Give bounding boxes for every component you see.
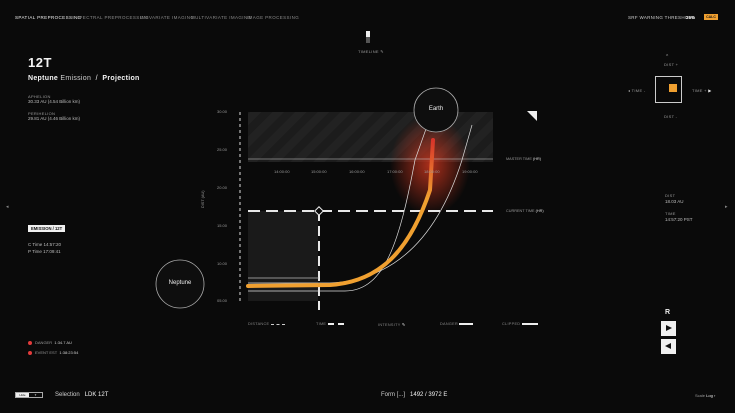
perihelion-label: Perihelion	[28, 111, 56, 116]
y-tick: 30.00	[217, 109, 228, 114]
legend-distance[interactable]: Distance	[248, 322, 285, 326]
time-label: Time	[665, 211, 676, 216]
c-time: C Time 14:57:20	[28, 242, 62, 247]
x-tick: 16:00:00	[349, 169, 365, 174]
navigator-indicator[interactable]	[669, 84, 677, 92]
legend-intensity[interactable]: Intensity ✎	[378, 323, 406, 327]
y-tick: 20.00	[217, 185, 228, 190]
play-small-icon: ▶	[708, 88, 712, 93]
danger-dot-icon	[28, 340, 32, 345]
legend-clipped[interactable]: Clipped	[502, 322, 538, 326]
x-tick: 19:00:00	[462, 169, 478, 174]
aphelion-value: 30.33 AU (4.54 Billion km)	[28, 99, 81, 104]
edit-icon[interactable]: ✎	[380, 49, 384, 54]
event-alert: Event Est 1:38:23:54	[28, 350, 78, 355]
page-code: 12T	[28, 55, 52, 70]
y-tick: 05.00	[217, 298, 228, 303]
time-minus-label[interactable]: ◂ Time -	[628, 88, 646, 93]
neptune-label: Neptune	[168, 280, 192, 286]
y-tick: 25.00	[217, 147, 228, 152]
timeline-toggle[interactable]	[366, 31, 370, 43]
warning-threshold-label: SRF Warning Threshold	[628, 15, 696, 20]
x-tick: 15:00:00	[311, 169, 327, 174]
time-plus-label[interactable]: Time + ▶	[692, 88, 712, 93]
master-time-label: Master Time (hr)	[506, 157, 541, 161]
toggle-left-option[interactable]: Hide	[16, 393, 29, 397]
reverse-button[interactable]	[661, 339, 676, 354]
toggle-right-option[interactable]: ▾	[34, 393, 37, 397]
x-tick: 18:00:00	[424, 169, 440, 174]
cursor-marker[interactable]	[314, 206, 324, 216]
x-tick: 14:00:00	[274, 169, 290, 174]
y-axis-label: Dist (AU)	[201, 190, 205, 208]
dist-minus-label[interactable]: Dist -	[664, 114, 678, 119]
r-label: R	[665, 309, 671, 316]
chevron-left-small-icon: ◂	[628, 88, 631, 93]
legend-danger[interactable]: Danger	[440, 322, 474, 326]
warning-badge[interactable]: CALC	[704, 14, 718, 20]
y-tick: 10.00	[217, 261, 228, 266]
play-button[interactable]	[661, 321, 676, 336]
current-time-label: Current Time (hr)	[506, 209, 544, 213]
chevron-right-tiny-icon: ›	[713, 393, 716, 398]
x-tick: 17:00:00	[387, 169, 403, 174]
form-readout: Form [...] 1492 / 3972 E	[381, 392, 448, 398]
earth-node[interactable]	[413, 87, 459, 133]
navigator-box[interactable]	[655, 76, 682, 103]
chevron-right-icon[interactable]: ▸	[725, 204, 728, 210]
aphelion-label: Aphelion	[28, 94, 51, 99]
event-dot-icon	[28, 350, 32, 355]
intensity-icon: ✎	[401, 323, 406, 327]
chevron-left-icon[interactable]: ◂	[6, 204, 9, 210]
emission-badge[interactable]: Emission / 12T	[28, 225, 66, 232]
timeline-label: Timeline ✎	[358, 49, 384, 54]
chevron-up-icon[interactable]: ⌃	[665, 54, 670, 60]
scale-selector[interactable]: Scale Log ›	[695, 393, 716, 398]
nav-image-processing[interactable]: Image Processing	[247, 15, 300, 20]
y-tick: 15.00	[217, 223, 228, 228]
time-value: 14:57:20 PST	[665, 217, 693, 222]
nav-spectral-preprocessing[interactable]: Spectral Preprocessing	[76, 15, 149, 20]
neptune-node[interactable]	[155, 259, 205, 309]
legend-time[interactable]: Time	[316, 322, 344, 326]
selection: Selection LDK 12T	[55, 392, 109, 398]
page-title: Neptune Emission / Projection	[28, 75, 140, 82]
dist-value: 18.03 AU	[665, 199, 684, 204]
nav-univariate-imaging[interactable]: Univariate Imaging	[140, 15, 195, 20]
reverse-icon	[665, 343, 671, 349]
dist-label: Dist	[665, 193, 676, 198]
earth-label: Earth	[428, 106, 444, 112]
perihelion-value: 29.81 AU (4.46 Billion km)	[28, 116, 81, 121]
p-time: P Time 17:09:41	[28, 249, 61, 254]
nav-spatial-preprocessing[interactable]: Spatial Preprocessing	[15, 15, 82, 20]
corner-triangle-icon[interactable]	[527, 111, 537, 121]
upper-bound-curve	[248, 111, 433, 292]
projection-curve	[246, 138, 435, 288]
danger-alert: Danger 1:34.7 AU	[28, 340, 72, 345]
view-toggle[interactable]: Hide ▾	[15, 392, 43, 398]
nav-multivariate-imaging[interactable]: Multivariate Imaging	[191, 15, 252, 20]
play-icon	[666, 325, 672, 331]
dist-plus-label[interactable]: Dist +	[664, 62, 679, 67]
warning-threshold-value: 29%	[686, 15, 696, 20]
